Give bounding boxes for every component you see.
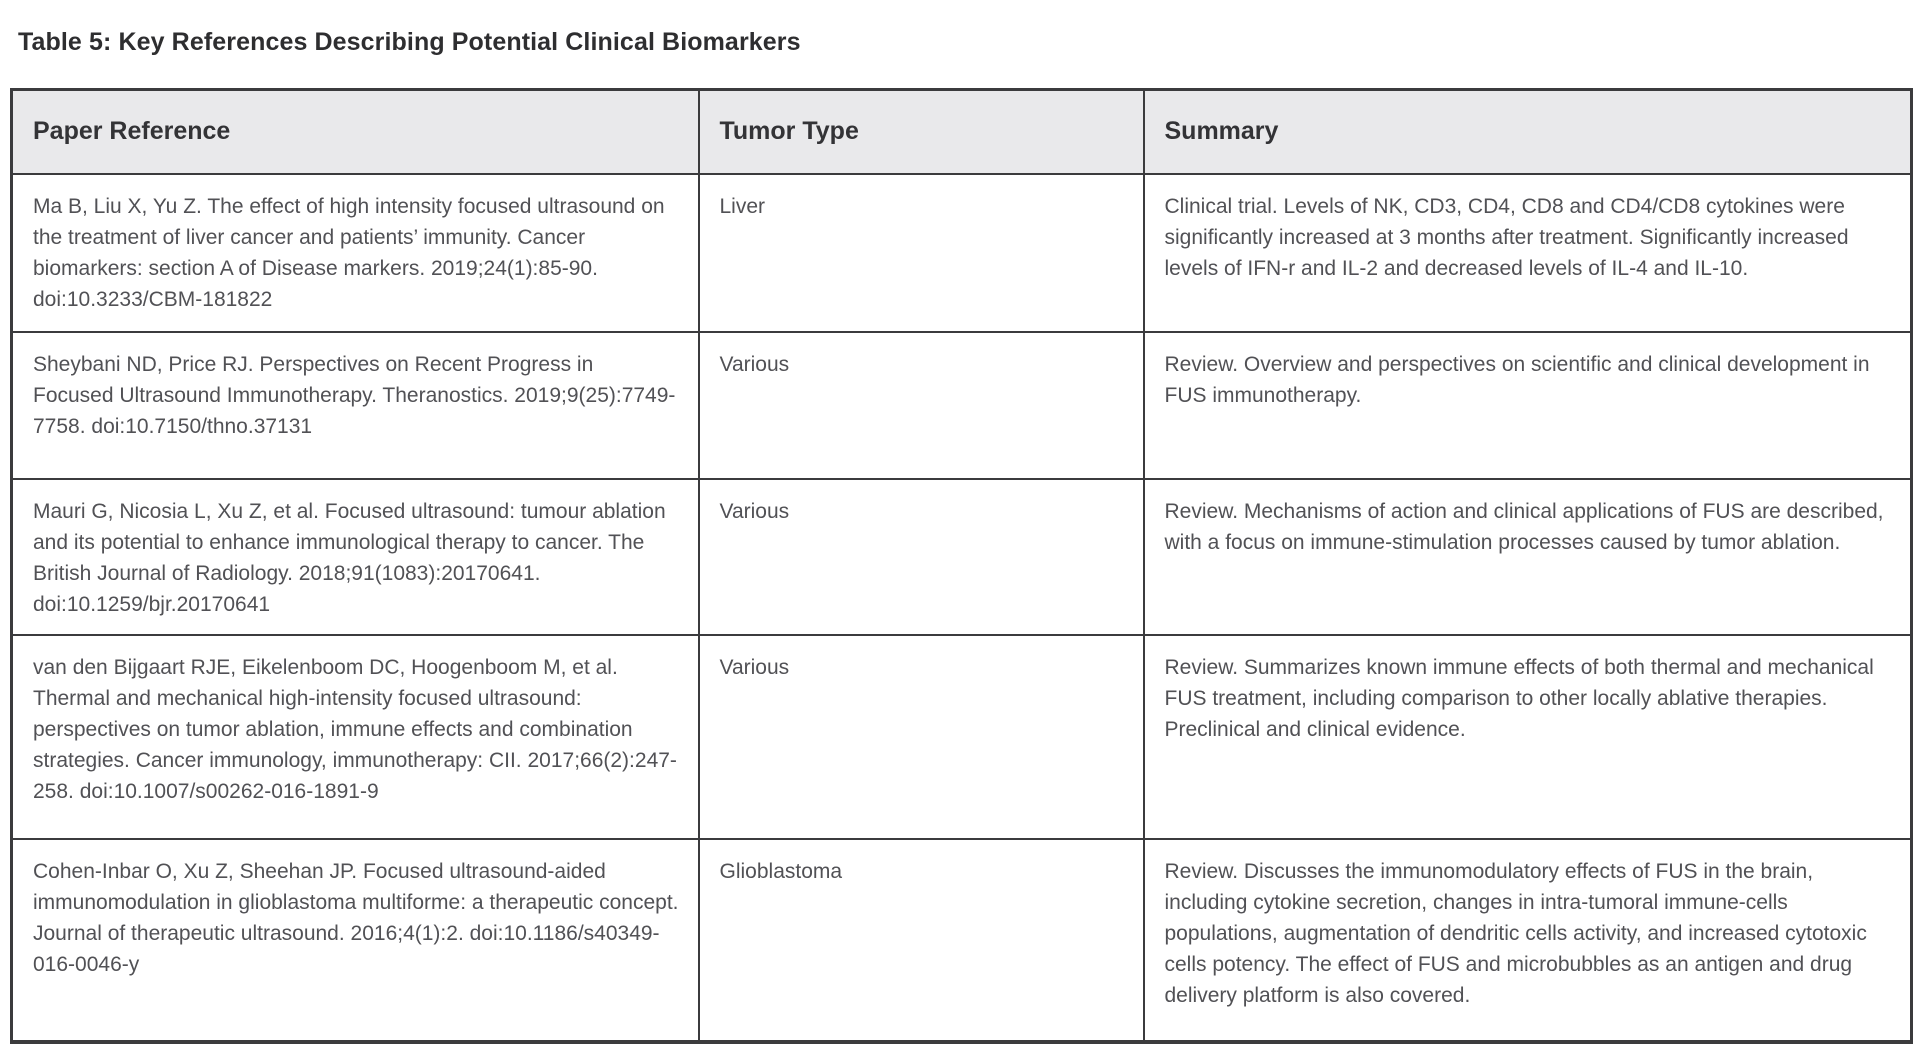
cell-tumor-type: Liver bbox=[697, 172, 1145, 333]
table-row: Ma B, Liu X, Yu Z. The effect of high in… bbox=[10, 172, 1913, 333]
column-header-tumor-type: Tumor Type bbox=[697, 88, 1145, 175]
cell-paper-reference: Mauri G, Nicosia L, Xu Z, et al. Focused… bbox=[10, 477, 700, 636]
cell-paper-reference: Sheybani ND, Price RJ. Perspectives on R… bbox=[10, 330, 700, 480]
cell-summary: Clinical trial. Levels of NK, CD3, CD4, … bbox=[1142, 172, 1913, 333]
cell-tumor-type: Various bbox=[697, 330, 1145, 480]
cell-tumor-type: Various bbox=[697, 633, 1145, 840]
cell-summary: Review. Discusses the immunomodulatory e… bbox=[1142, 837, 1913, 1043]
table-row: van den Bijgaart RJE, Eikelenboom DC, Ho… bbox=[10, 633, 1913, 840]
cell-paper-reference: Cohen-Inbar O, Xu Z, Sheehan JP. Focused… bbox=[10, 837, 700, 1043]
table-header-row: Paper Reference Tumor Type Summary bbox=[10, 88, 1913, 175]
cell-paper-reference: Ma B, Liu X, Yu Z. The effect of high in… bbox=[10, 172, 700, 333]
cell-summary: Review. Summarizes known immune effects … bbox=[1142, 633, 1913, 840]
column-header-summary: Summary bbox=[1142, 88, 1913, 175]
cell-summary: Review. Mechanisms of action and clinica… bbox=[1142, 477, 1913, 636]
table-row: Cohen-Inbar O, Xu Z, Sheehan JP. Focused… bbox=[10, 837, 1913, 1043]
table-row: Sheybani ND, Price RJ. Perspectives on R… bbox=[10, 330, 1913, 480]
cell-tumor-type: Glioblastoma bbox=[697, 837, 1145, 1043]
key-references-table: Paper Reference Tumor Type Summary Ma B,… bbox=[10, 88, 1913, 1044]
cell-tumor-type: Various bbox=[697, 477, 1145, 636]
column-header-paper-reference: Paper Reference bbox=[10, 88, 700, 175]
cell-summary: Review. Overview and perspectives on sci… bbox=[1142, 330, 1913, 480]
page-title: Table 5: Key References Describing Poten… bbox=[18, 28, 801, 56]
cell-paper-reference: van den Bijgaart RJE, Eikelenboom DC, Ho… bbox=[10, 633, 700, 840]
table-row: Mauri G, Nicosia L, Xu Z, et al. Focused… bbox=[10, 477, 1913, 636]
